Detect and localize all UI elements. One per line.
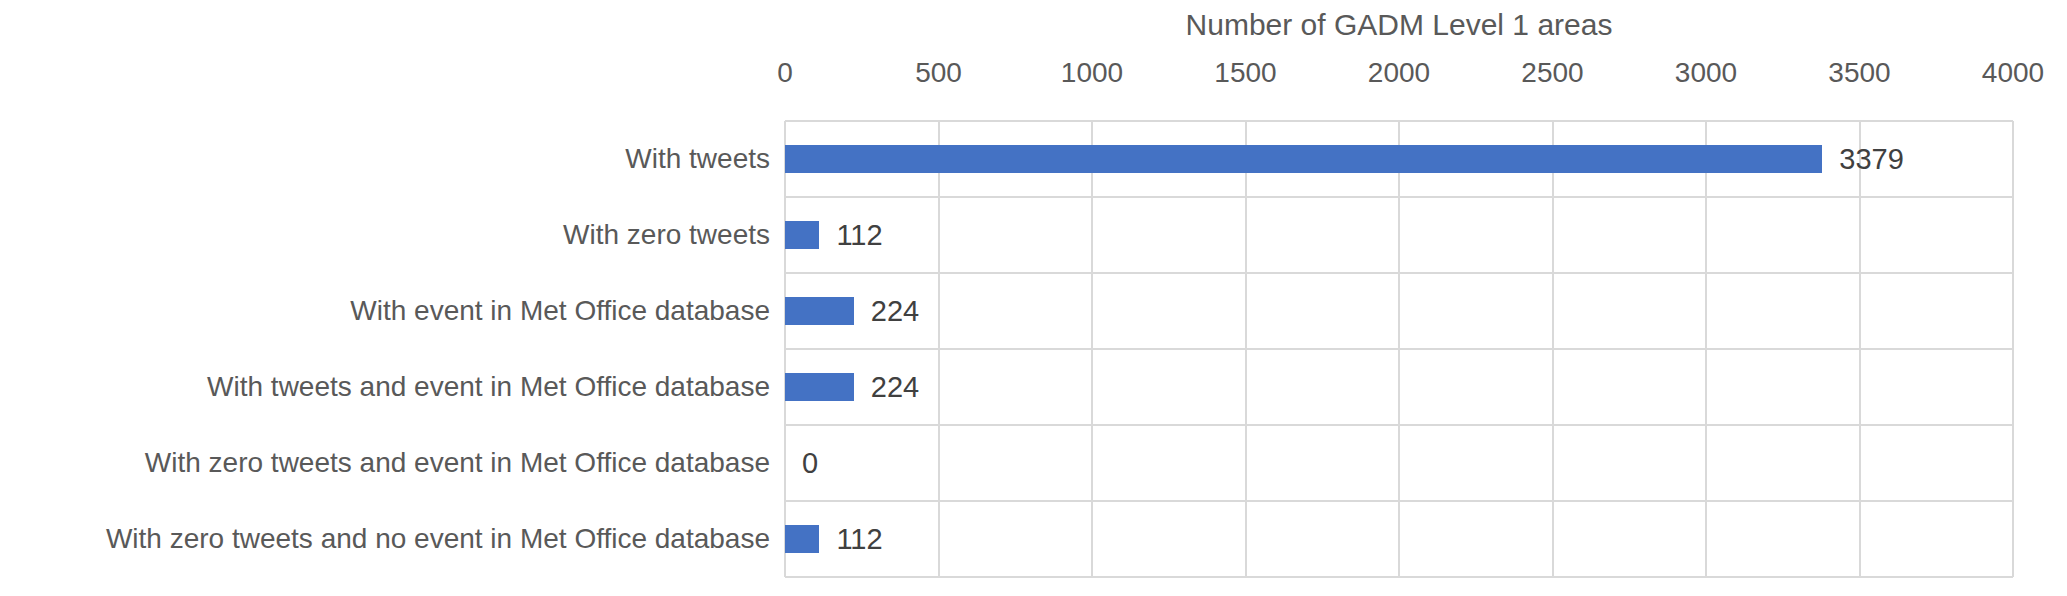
horizontal-gridline (785, 120, 2013, 122)
bar-data-label: 3379 (1839, 121, 1904, 197)
horizontal-gridline (785, 272, 2013, 274)
bar-data-label: 224 (871, 273, 919, 349)
horizontal-gridline (785, 196, 2013, 198)
bar (785, 221, 819, 249)
bar-data-label: 224 (871, 349, 919, 425)
x-axis-tick-label: 0 (777, 58, 793, 88)
x-axis-tick-label: 2500 (1521, 58, 1583, 88)
y-axis-category-label: With zero tweets and no event in Met Off… (0, 501, 770, 577)
horizontal-gridline (785, 348, 2013, 350)
x-axis-tick-label: 2000 (1368, 58, 1430, 88)
bar-data-label: 112 (836, 197, 882, 273)
bar (785, 525, 819, 553)
bar-data-label: 0 (802, 425, 818, 501)
y-axis-category-label: With zero tweets and event in Met Office… (0, 425, 770, 501)
x-axis-tick-label: 1500 (1214, 58, 1276, 88)
horizontal-gridline (785, 424, 2013, 426)
x-axis-tick-label: 3500 (1828, 58, 1890, 88)
chart-title: Number of GADM Level 1 areas (785, 8, 2013, 42)
horizontal-gridline (785, 576, 2013, 578)
x-axis-tick-label: 3000 (1675, 58, 1737, 88)
bar-data-label: 112 (836, 501, 882, 577)
horizontal-gridline (785, 500, 2013, 502)
x-axis-tick-label: 500 (915, 58, 962, 88)
bar (785, 297, 854, 325)
y-axis-category-label: With tweets (0, 121, 770, 197)
y-axis-category-label: With event in Met Office database (0, 273, 770, 349)
bar (785, 373, 854, 401)
x-axis-tick-label: 1000 (1061, 58, 1123, 88)
bar-chart: Number of GADM Level 1 areas 0 500 1000 150… (0, 0, 2067, 596)
bar (785, 145, 1822, 173)
y-axis-category-label: With zero tweets (0, 197, 770, 273)
y-axis-category-label: With tweets and event in Met Office data… (0, 349, 770, 425)
plot-area: 33791122242240112 (785, 121, 2013, 577)
x-axis-tick-label: 4000 (1982, 58, 2044, 88)
